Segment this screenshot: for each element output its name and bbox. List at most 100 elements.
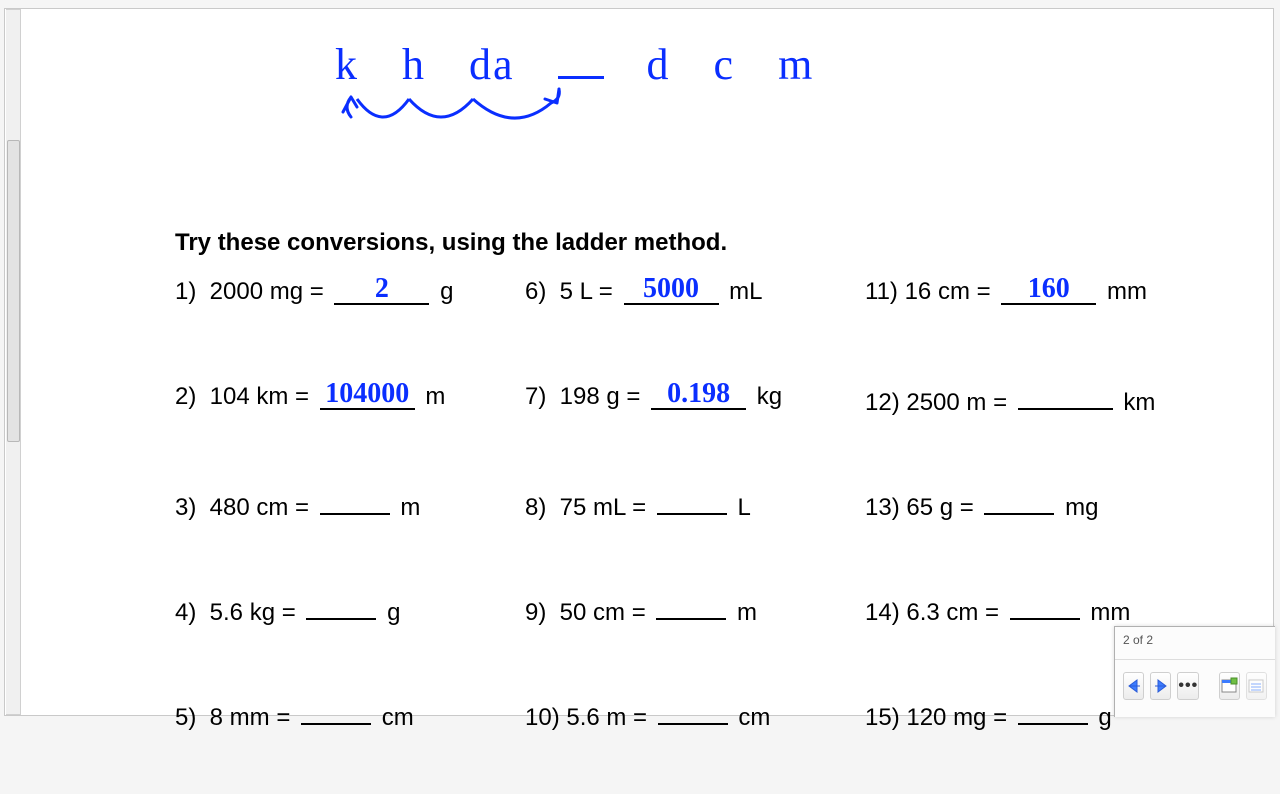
unit-label: mL xyxy=(723,278,763,305)
problem-14: 14) 6.3 cm = mm xyxy=(865,592,1130,627)
problem-number: 1) xyxy=(175,278,203,306)
prefix-c: c xyxy=(714,39,736,90)
problem-11: 11) 16 cm = 160 mm xyxy=(865,277,1147,306)
unit-label: m xyxy=(419,383,446,410)
page-content: k h da d c m Try these conversions, usin… xyxy=(35,29,1263,715)
list-icon xyxy=(1247,677,1265,695)
problem-lhs: 16 cm = xyxy=(898,278,997,305)
problem-number: 3) xyxy=(175,494,203,522)
problem-number: 13) xyxy=(865,494,900,522)
problem-number: 4) xyxy=(175,599,203,627)
problem-lhs: 2500 m = xyxy=(900,389,1014,416)
prefix-h: h xyxy=(402,39,426,90)
arrow-right-icon xyxy=(1152,677,1170,695)
vertical-scrollbar[interactable] xyxy=(6,9,21,715)
handwritten-answer: 5000 xyxy=(643,275,699,303)
answer-blank[interactable]: 2 xyxy=(334,277,429,305)
problem-lhs: 8 mm = xyxy=(203,704,297,731)
unit-label: g xyxy=(380,599,400,626)
problem-lhs: 5 L = xyxy=(553,278,620,305)
answer-blank[interactable] xyxy=(1018,697,1088,725)
problem-7: 7) 198 g = 0.198 kg xyxy=(525,382,782,411)
answer-blank[interactable]: 5000 xyxy=(624,277,719,305)
problem-6: 6) 5 L = 5000 mL xyxy=(525,277,763,306)
ladder-arcs xyxy=(335,87,635,147)
problem-15: 15) 120 mg = g xyxy=(865,697,1112,732)
problem-5: 5) 8 mm = cm xyxy=(175,697,414,732)
answer-blank[interactable]: 160 xyxy=(1001,277,1096,305)
handwritten-answer: 0.198 xyxy=(667,380,730,408)
unit-label: L xyxy=(731,494,751,521)
problems-grid: 1) 2000 mg = 2 g6) 5 L = 5000 mL11) 16 c… xyxy=(175,269,1275,794)
answer-blank[interactable] xyxy=(301,697,371,725)
prefix-d: d xyxy=(647,39,671,90)
answer-blank[interactable]: 104000 xyxy=(320,382,415,410)
problem-number: 8) xyxy=(525,494,553,522)
pager-status: 2 of 2 xyxy=(1115,627,1275,660)
problem-lhs: 2000 mg = xyxy=(203,278,330,305)
problem-lhs: 6.3 cm = xyxy=(900,599,1006,626)
answer-blank[interactable] xyxy=(1010,592,1080,620)
problem-9: 9) 50 cm = m xyxy=(525,592,757,627)
problem-number: 12) xyxy=(865,389,900,417)
unit-label: cm xyxy=(375,704,414,731)
unit-label: mm xyxy=(1084,599,1131,626)
answer-blank[interactable] xyxy=(656,592,726,620)
problem-4: 4) 5.6 kg = g xyxy=(175,592,400,627)
problem-13: 13) 65 g = mg xyxy=(865,487,1098,522)
answer-blank[interactable] xyxy=(984,487,1054,515)
prefix-k: k xyxy=(335,39,359,90)
more-options-button[interactable]: ••• xyxy=(1177,672,1199,700)
problem-number: 7) xyxy=(525,383,553,411)
answer-blank[interactable] xyxy=(658,697,728,725)
answer-blank[interactable]: 0.198 xyxy=(651,382,746,410)
instruction-text: Try these conversions, using the ladder … xyxy=(175,229,727,257)
unit-label: m xyxy=(394,494,421,521)
tool-button-2[interactable] xyxy=(1246,672,1267,700)
problem-lhs: 50 cm = xyxy=(553,599,652,626)
problem-number: 6) xyxy=(525,278,553,306)
document-frame: k h da d c m Try these conversions, usin… xyxy=(4,8,1274,716)
problem-12: 12) 2500 m = km xyxy=(865,382,1155,417)
handwritten-answer: 2 xyxy=(375,275,389,303)
pager-toolbar: 2 of 2 ••• xyxy=(1114,626,1275,717)
prev-page-button[interactable] xyxy=(1123,672,1144,700)
problem-lhs: 198 g = xyxy=(553,383,647,410)
metric-prefix-row: k h da d c m xyxy=(335,39,814,90)
answer-blank[interactable] xyxy=(306,592,376,620)
prefix-base-blank xyxy=(558,46,604,79)
next-page-button[interactable] xyxy=(1150,672,1171,700)
answer-blank[interactable] xyxy=(657,487,727,515)
problem-number: 15) xyxy=(865,704,900,732)
problem-lhs: 75 mL = xyxy=(553,494,653,521)
problem-number: 14) xyxy=(865,599,900,627)
arrow-left-icon xyxy=(1125,677,1143,695)
answer-blank[interactable] xyxy=(1018,382,1113,410)
unit-label: g xyxy=(433,278,453,305)
problem-lhs: 480 cm = xyxy=(203,494,316,521)
problem-lhs: 104 km = xyxy=(203,383,316,410)
unit-label: mm xyxy=(1100,278,1147,305)
problem-3: 3) 480 cm = m xyxy=(175,487,420,522)
prefix-da: da xyxy=(469,39,515,90)
problem-8: 8) 75 mL = L xyxy=(525,487,751,522)
problem-lhs: 5.6 kg = xyxy=(203,599,302,626)
dots-icon: ••• xyxy=(1178,677,1198,695)
unit-label: cm xyxy=(732,704,771,731)
problem-lhs: 120 mg = xyxy=(900,704,1014,731)
unit-label: kg xyxy=(750,383,782,410)
prefix-m: m xyxy=(778,39,814,90)
unit-label: mg xyxy=(1058,494,1098,521)
problem-1: 1) 2000 mg = 2 g xyxy=(175,277,453,306)
tool-button-1[interactable] xyxy=(1219,672,1240,700)
problem-number: 2) xyxy=(175,383,203,411)
problem-2: 2) 104 km = 104000 m xyxy=(175,382,445,411)
unit-label: g xyxy=(1092,704,1112,731)
problem-lhs: 65 g = xyxy=(900,494,981,521)
panel-icon xyxy=(1220,677,1238,695)
problem-10: 10) 5.6 m = cm xyxy=(525,697,770,732)
scrollbar-thumb[interactable] xyxy=(7,140,20,442)
unit-label: m xyxy=(730,599,757,626)
handwritten-answer: 160 xyxy=(1028,275,1070,303)
answer-blank[interactable] xyxy=(320,487,390,515)
